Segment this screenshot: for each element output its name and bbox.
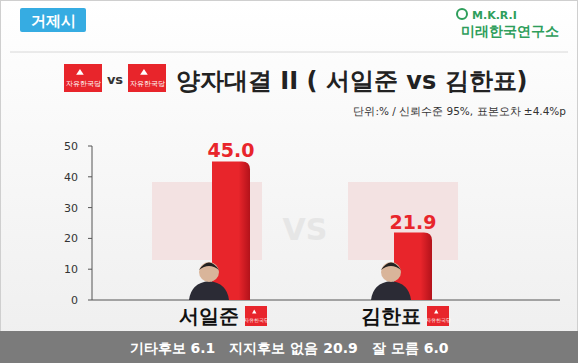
footer-label: 잘 모름 [372, 340, 419, 356]
frame [1, 1, 578, 363]
portrait-body [371, 281, 411, 300]
watermark: VS [283, 212, 328, 247]
y-tick [88, 269, 92, 270]
source: 미래한국연구소 [461, 23, 559, 39]
y-tick [88, 207, 92, 208]
subtitle: 단위:% / 신뢰수준 95%, 표본오차 ±4.4%p [353, 105, 566, 117]
party-logo-left [64, 64, 102, 92]
footer-label: 기타후보 [130, 340, 186, 356]
footer: 기타후보 6.1 지지후보 없음 20.9 잘 모름 6.0 [130, 340, 449, 356]
category-label: 서일준 [179, 304, 239, 328]
party-logo-right [128, 64, 166, 92]
y-tick [88, 238, 92, 239]
y-tick-label: 0 [71, 294, 78, 307]
footer-label: 지지후보 없음 [229, 340, 318, 356]
party-logo-left-mark [76, 69, 84, 75]
data-label: 45.0 [208, 139, 255, 161]
region-label: 거제시 [31, 12, 76, 30]
category-label: 김한표 [361, 304, 421, 328]
y-tick-label: 10 [64, 263, 78, 276]
portrait-head [199, 262, 219, 282]
background [0, 0, 578, 363]
chart: 거제시 M.K.R.I미래한국연구소자유한국당 vs 자유한국당 양자대결 II ( 서… [0, 0, 578, 363]
y-tick-label: 40 [64, 171, 78, 184]
portrait-head [381, 262, 401, 282]
footer-value: 6.1 [191, 340, 216, 356]
y-tick-label: 20 [64, 232, 78, 245]
portrait-body [189, 281, 229, 300]
party-logo-small-text: 자유한국당 [426, 317, 451, 323]
y-tick [88, 146, 92, 147]
y-tick [88, 300, 92, 301]
title: 양자대결 II ( 서일준 vs 김한표) [176, 67, 528, 95]
data-label: 21.9 [390, 211, 437, 233]
header-rule [10, 52, 568, 53]
title-vs: vs [107, 72, 123, 87]
bar [212, 161, 250, 300]
region-badge [20, 8, 86, 32]
x-axis [92, 300, 560, 301]
y-tick-label: 50 [64, 140, 78, 153]
portrait-hair [199, 263, 219, 271]
party-logo-left-text: 자유한국당 [66, 80, 101, 88]
party-logo-small-mark [252, 310, 256, 314]
party-logo-right-text: 자유한국당 [130, 80, 165, 88]
y-tick [88, 176, 92, 177]
source-icon [457, 9, 467, 19]
footer-value: 20.9 [323, 340, 358, 356]
y-tick-label: 30 [64, 202, 78, 215]
party-logo-small-text: 자유한국당 [244, 317, 269, 323]
party-logo-small-mark [434, 310, 438, 314]
party-logo-right-mark [140, 69, 148, 75]
footer-value: 6.0 [424, 340, 449, 356]
source-en: M.K.R.I [472, 9, 517, 22]
footer-band [0, 331, 578, 363]
portrait-hair [381, 263, 401, 271]
y-axis [92, 146, 93, 300]
